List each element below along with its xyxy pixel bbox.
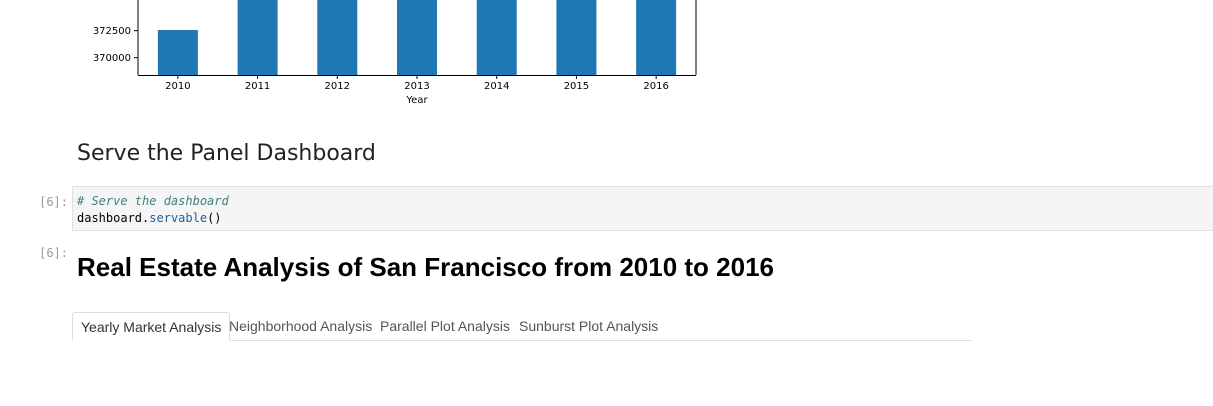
code-cell-input[interactable]: # Serve the dashboard dashboard.servable… [72,186,1213,231]
x-tick-label: 2015 [564,81,589,92]
x-tick-label: 2010 [165,81,190,92]
x-tick-label: 2011 [245,81,270,92]
bar-2014 [476,0,517,75]
bar-chart-svg: 370000 372500 2010 2011 2012 2013 2014 2015 2016… [93,0,697,106]
output-prompt: [6]: [39,246,68,260]
code-method: servable [149,211,208,225]
code-comment: # Serve the dashboard [77,194,229,208]
section-heading: Serve the Panel Dashboard [77,141,376,166]
input-prompt: [6]: [39,195,68,209]
x-tick-label: 2014 [484,81,509,92]
bar-2015 [556,0,597,75]
bar-2013 [397,0,437,75]
tab-neighborhood-analysis[interactable]: Neighborhood Analysis [229,318,373,334]
y-tick-label: 370000 [93,53,131,64]
bar-2012 [317,0,358,75]
y-tick-label: 372500 [93,26,131,37]
tab-sunburst-plot-analysis[interactable]: Sunburst Plot Analysis [519,318,659,334]
bar-2010 [157,30,198,75]
bar-chart: 370000 372500 2010 2011 2012 2013 2014 2015 2016… [0,0,720,112]
code-parens: () [207,211,222,225]
tab-bar: Yearly Market Analysis Neighborhood Anal… [72,312,972,341]
x-axis-label: Year [405,95,428,106]
tab-parallel-plot-analysis[interactable]: Parallel Plot Analysis [380,318,510,334]
bar-2011 [237,0,278,75]
bar-2016 [636,0,677,75]
code-line: dashboard.servable() [77,210,1213,227]
x-tick-label: 2013 [404,81,429,92]
x-tick-label: 2012 [325,81,350,92]
code-dot: . [142,211,150,225]
code-object: dashboard [77,211,143,225]
tab-yearly-market-analysis[interactable]: Yearly Market Analysis [72,312,231,341]
x-tick-label: 2016 [643,81,668,92]
dashboard-title: Real Estate Analysis of San Francisco fr… [77,252,774,282]
